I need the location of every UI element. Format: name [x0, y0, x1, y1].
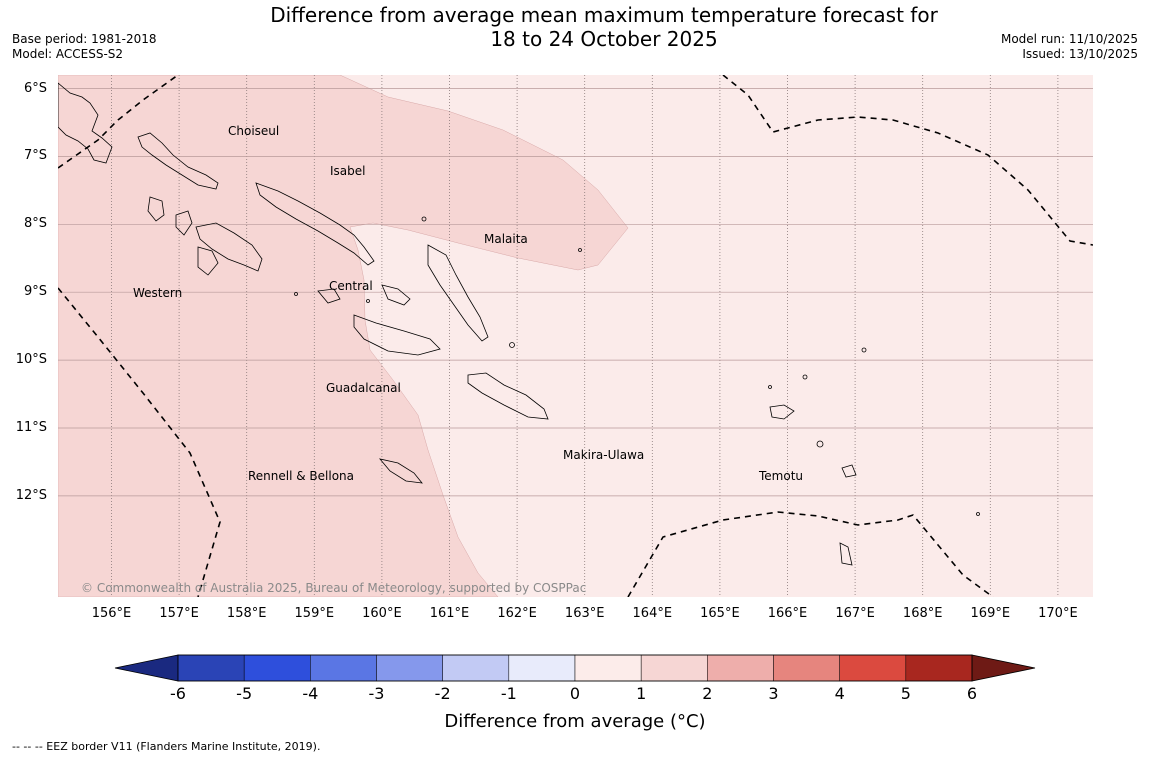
copyright-notice: © Commonwealth of Australia 2025, Bureau…: [81, 581, 586, 595]
colorbar-segment: [442, 654, 510, 682]
latitude-label: 7°S: [23, 148, 47, 164]
anomaly-1-to-2-region: [58, 75, 629, 597]
latitude-label: 6°S: [23, 80, 47, 96]
colorbar-extend-low: [114, 654, 179, 682]
eez-border-legend: -- -- -- EEZ border V11 (Flanders Marine…: [12, 740, 321, 753]
map-title-line-1: Difference from average mean maximum tem…: [270, 3, 938, 27]
colorbar-tick-label: -1: [500, 684, 517, 703]
longitude-label: 169°E: [970, 606, 1011, 621]
colorbar-tick-label: 5: [900, 684, 911, 703]
longitude-label: 164°E: [632, 606, 673, 621]
colorbar-segment: [640, 654, 708, 682]
forecast-map: Choiseul Isabel Malaita Western Central …: [58, 75, 1093, 597]
longitude-label: 163°E: [564, 606, 605, 621]
model-name: Model: ACCESS-S2: [12, 47, 124, 61]
colorbar-tick-label: 4: [834, 684, 845, 703]
latitude-label: 10°S: [15, 352, 47, 368]
region-label-temotu: Temotu: [758, 469, 803, 483]
colorbar-segment: [839, 654, 907, 682]
colorbar-tick-label: -4: [302, 684, 319, 703]
model-run-date: Model run: 11/10/2025: [1000, 32, 1138, 46]
region-label-choiseul: Choiseul: [228, 124, 279, 138]
longitude-label: 157°E: [159, 606, 199, 621]
longitude-label: 167°E: [835, 606, 875, 621]
colorbar: [114, 654, 1036, 682]
longitude-label: 158°E: [226, 606, 267, 621]
colorbar-segment: [310, 654, 377, 682]
island-coastlines: [58, 82, 857, 566]
latitude-label: 12°S: [15, 487, 47, 503]
colorbar-segment: [707, 654, 774, 682]
colorbar-tick-label: -2: [434, 684, 451, 703]
colorbar-segment: [177, 654, 245, 682]
colorbar-frame: [177, 654, 973, 682]
colorbar-segment: [574, 654, 642, 682]
latitude-label: 11°S: [15, 420, 47, 435]
colorbar-tick-label: -6: [170, 684, 186, 703]
colorbar-segment: [773, 654, 840, 682]
longitude-label: 168°E: [902, 606, 943, 621]
colorbar-label: Difference from average (°C): [444, 711, 706, 732]
longitude-label: 165°E: [700, 606, 740, 621]
base-period: Base period: 1981-2018: [12, 32, 157, 46]
region-label-makira-ulawa: Makira-Ulawa: [563, 448, 644, 462]
region-label-isabel: Isabel: [330, 164, 365, 178]
latitude-label: 8°S: [23, 216, 47, 232]
region-label-central: Central: [329, 279, 373, 293]
colorbar-tick-label: 3: [768, 684, 779, 703]
map-title-line-2: 18 to 24 October 2025: [490, 27, 718, 51]
colorbar-segment: [905, 654, 973, 682]
colorbar-extend-high: [971, 654, 1036, 682]
longitude-label: 166°E: [767, 606, 808, 621]
latitude-label: 9°S: [23, 284, 47, 300]
longitude-label: 159°E: [294, 606, 335, 621]
longitude-label: 156°E: [91, 606, 132, 621]
colorbar-tick-label: -3: [368, 684, 385, 703]
longitude-label: 162°E: [497, 606, 537, 621]
region-label-malaita: Malaita: [484, 232, 528, 246]
colorbar-tick-label: -5: [236, 684, 253, 703]
colorbar-segment: [376, 654, 443, 682]
colorbar-segment: [508, 654, 576, 682]
region-label-guadalcanal: Guadalcanal: [326, 381, 401, 395]
colorbar-segment: [243, 654, 311, 682]
region-label-western: Western: [133, 286, 182, 300]
colorbar-tick-label: 2: [702, 684, 713, 703]
longitude-label: 160°E: [362, 606, 402, 621]
issued-date: Issued: 13/10/2025: [1022, 47, 1138, 61]
region-label-rennell-bellona: Rennell & Bellona: [248, 469, 354, 483]
eez-border-lines: [58, 75, 1093, 597]
colorbar-tick-label: 6: [966, 684, 978, 703]
colorbar-tick-label: 1: [636, 684, 647, 703]
colorbar-tick-label: 0: [569, 684, 581, 703]
longitude-label: 161°E: [429, 606, 470, 621]
small-islets: [294, 216, 980, 516]
longitude-label: 170°E: [1038, 606, 1078, 621]
